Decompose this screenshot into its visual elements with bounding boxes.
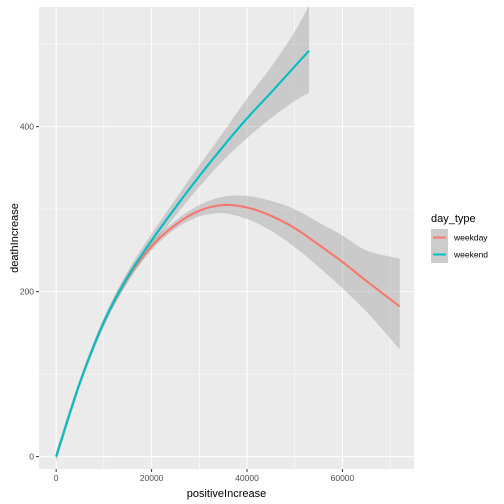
y-tick-label: 200 — [20, 287, 34, 297]
series-lines — [55, 50, 401, 457]
minor-gridlines — [39, 7, 414, 469]
y-axis-title: deathIncrease — [9, 203, 21, 273]
legend: day_type weekday weekend — [431, 213, 488, 263]
x-tick-label: 20000 — [140, 473, 164, 483]
x-tick-label: 0 — [54, 473, 59, 483]
x-axis: 0 20000 40000 60000 — [54, 469, 355, 483]
line-weekend — [55, 50, 310, 457]
legend-label-weekend: weekend — [453, 250, 488, 260]
legend-label-weekday: weekday — [453, 233, 488, 243]
y-tick-label: 400 — [20, 122, 34, 132]
plot-panel — [39, 7, 414, 469]
x-tick-label: 40000 — [235, 473, 259, 483]
y-axis: 0 200 400 — [20, 122, 39, 462]
x-axis-title: positiveIncrease — [187, 488, 267, 500]
major-gridlines — [39, 7, 414, 469]
legend-title: day_type — [431, 213, 476, 225]
ribbon-weekday — [56, 195, 400, 461]
y-tick-label: 0 — [29, 452, 34, 462]
x-tick-label: 60000 — [331, 473, 355, 483]
